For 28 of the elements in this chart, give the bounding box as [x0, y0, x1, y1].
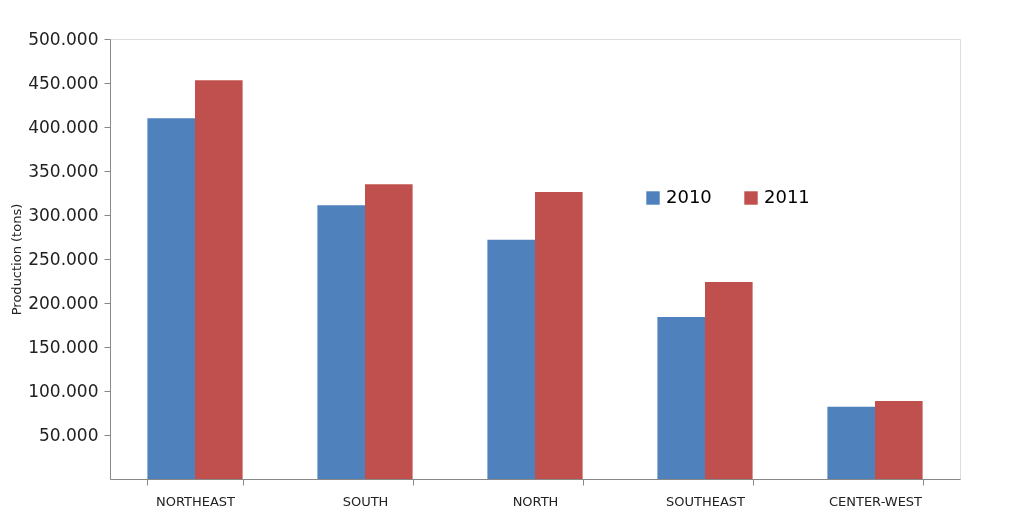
- bar: [365, 184, 413, 479]
- bar: [657, 317, 705, 479]
- bar: [317, 205, 365, 479]
- x-tick-label: CENTER-WEST: [828, 493, 923, 509]
- bar: [195, 80, 243, 479]
- bar: [147, 118, 195, 479]
- y-tick-label: 450.000: [28, 72, 99, 93]
- x-tick-label: SOUTHEAST: [665, 493, 746, 509]
- y-tick-label: 250.000: [28, 248, 99, 269]
- bar: [875, 401, 923, 479]
- y-tick-label: 100.000: [28, 380, 99, 401]
- bar: [535, 192, 583, 479]
- legend-label: 2010: [666, 186, 712, 207]
- bar: [705, 281, 753, 479]
- x-tick-label: NORTH: [512, 493, 559, 509]
- x-tick-label: NORTHEAST: [155, 493, 236, 509]
- y-axis-title: Production (tons): [9, 203, 25, 316]
- y-tick-label: 200.000: [28, 292, 99, 313]
- y-tick-label: 500.000: [28, 28, 99, 49]
- y-tick-label: 400.000: [28, 116, 99, 137]
- bar: [487, 239, 535, 479]
- x-tick-label: SOUTH: [342, 493, 389, 509]
- y-tick-label: 150.000: [28, 336, 99, 357]
- legend-label: 2011: [764, 186, 810, 207]
- y-tick-label: 350.000: [28, 160, 99, 181]
- y-tick-label: 300.000: [28, 204, 99, 225]
- bar: [827, 406, 875, 479]
- y-tick-label: 50.000: [39, 424, 99, 445]
